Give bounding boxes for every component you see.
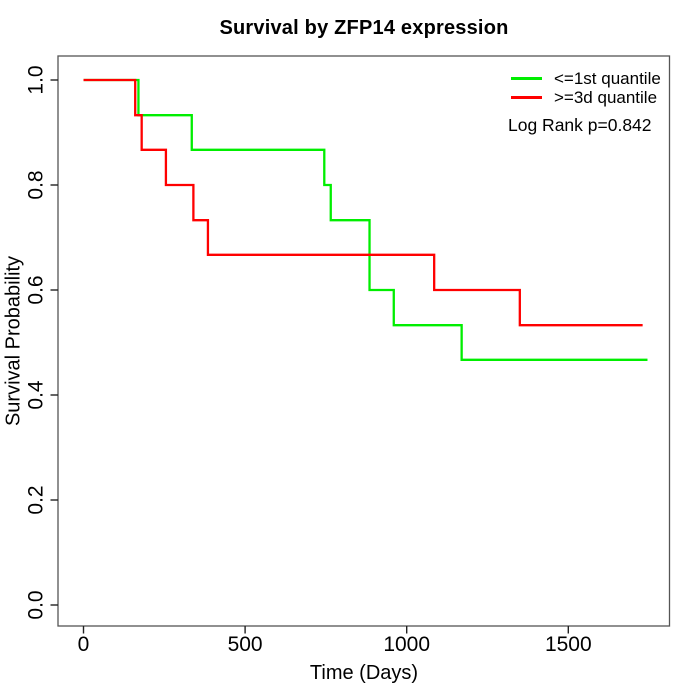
y-tick-label: 1.0 (24, 65, 48, 95)
legend-item-third-quantile: >=3d quantile (511, 88, 661, 107)
legend-item-first-quantile: <=1st quantile (511, 69, 661, 88)
x-tick-label: 500 (227, 633, 263, 656)
y-tick-label: 0.0 (24, 590, 48, 620)
chart-title: Survival by ZFP14 expression (219, 17, 509, 39)
y-tick-label: 0.6 (24, 275, 48, 305)
y-tick-label: 0.2 (24, 485, 48, 515)
x-tick-label: 1500 (544, 633, 592, 656)
legend: <=1st quantile >=3d quantile Log Rank p=… (508, 69, 661, 136)
legend-line-green-icon (511, 77, 542, 80)
legend-label-first-quantile: <=1st quantile (554, 68, 661, 88)
legend-line-red-icon (511, 96, 542, 99)
y-tick-label: 0.4 (24, 380, 48, 410)
survival-curve-red (83, 78, 643, 327)
plot-box (57, 55, 671, 627)
legend-label-third-quantile: >=3d quantile (554, 87, 658, 107)
survival-curve-green (83, 78, 648, 361)
x-tick-label: 0 (77, 633, 90, 656)
y-tick-label: 0.8 (24, 170, 48, 200)
x-tick-label: 1000 (383, 633, 431, 656)
log-rank-annotation: Log Rank p=0.842 (508, 115, 652, 135)
x-axis-label: Time (Days) (309, 662, 419, 684)
